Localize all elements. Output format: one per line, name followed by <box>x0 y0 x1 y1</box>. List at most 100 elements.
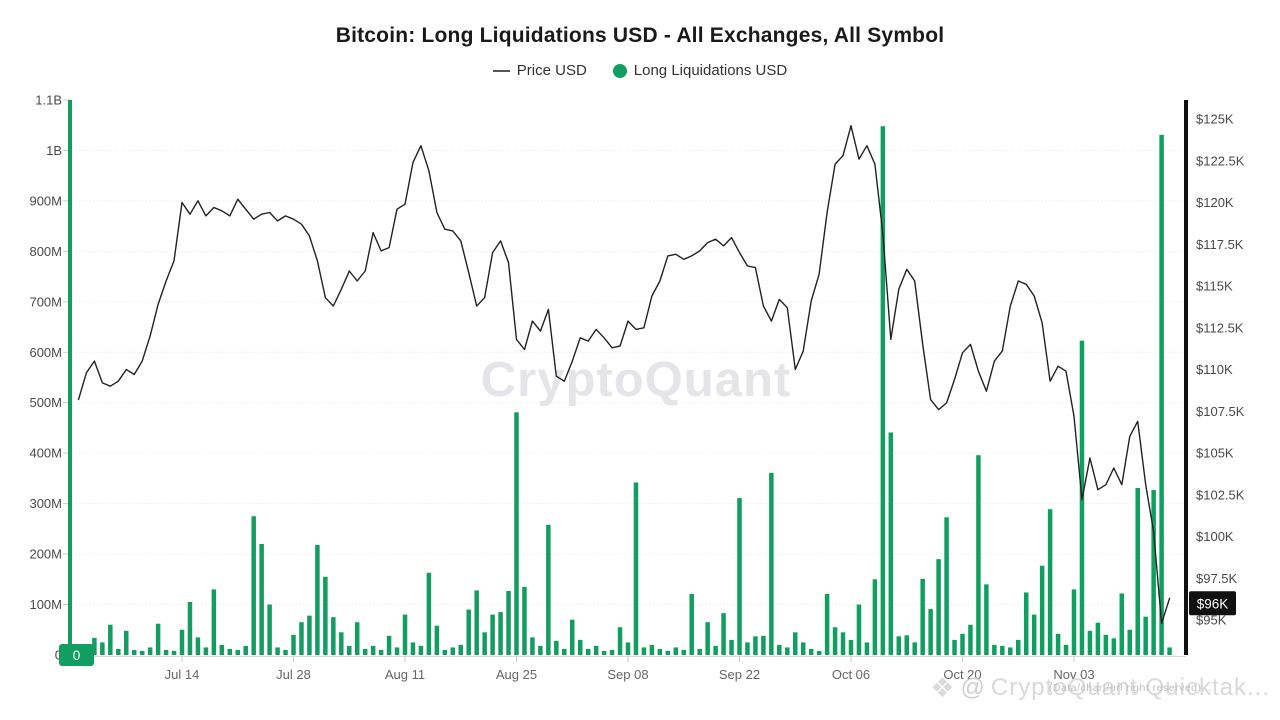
liquidation-bar[interactable] <box>769 472 774 655</box>
liquidation-bar[interactable] <box>362 648 368 655</box>
liquidation-bar[interactable] <box>1095 622 1101 655</box>
liquidation-bar[interactable] <box>832 627 838 655</box>
liquidation-bar[interactable] <box>514 412 519 655</box>
liquidation-bar[interactable] <box>386 635 392 655</box>
liquidation-bar[interactable] <box>1103 634 1109 655</box>
liquidation-bar[interactable] <box>673 647 679 655</box>
liquidation-bar[interactable] <box>275 647 280 655</box>
liquidation-bar[interactable] <box>92 637 97 655</box>
liquidation-bar[interactable] <box>880 126 886 655</box>
liquidation-bar[interactable] <box>562 648 567 655</box>
liquidation-bar[interactable] <box>721 613 726 655</box>
legend-item-price[interactable]: Price USD <box>492 62 587 79</box>
liquidation-bar[interactable] <box>1127 629 1133 655</box>
liquidation-bar[interactable] <box>816 650 822 655</box>
liquidation-bar[interactable] <box>243 645 248 655</box>
liquidation-bar[interactable] <box>458 644 464 655</box>
liquidation-bar[interactable] <box>554 640 559 655</box>
liquidation-bar[interactable] <box>936 559 941 655</box>
liquidation-bar[interactable] <box>466 609 471 655</box>
liquidation-bar[interactable] <box>203 647 209 655</box>
liquidation-bar[interactable] <box>1023 592 1029 655</box>
liquidation-bar[interactable] <box>1119 593 1125 655</box>
liquidation-bar[interactable] <box>737 498 742 655</box>
liquidation-bar[interactable] <box>888 432 894 655</box>
liquidation-bar[interactable] <box>1016 639 1021 655</box>
liquidation-bar[interactable] <box>1008 647 1013 655</box>
liquidation-bar[interactable] <box>108 624 113 655</box>
liquidation-bar[interactable] <box>179 629 185 655</box>
liquidation-bar[interactable] <box>482 632 487 655</box>
liquidation-bar[interactable] <box>331 617 336 655</box>
liquidation-bar[interactable] <box>378 649 384 655</box>
liquidation-bar[interactable] <box>546 524 551 655</box>
liquidation-bar[interactable] <box>506 590 511 655</box>
legend-item-liquidations[interactable]: Long Liquidations USD <box>612 62 787 79</box>
liquidation-bar[interactable] <box>124 630 129 655</box>
liquidation-bar[interactable] <box>585 648 591 655</box>
liquidation-bar[interactable] <box>617 627 623 655</box>
liquidation-bar[interactable] <box>1031 614 1037 655</box>
liquidation-bar[interactable] <box>649 644 655 655</box>
liquidation-bar[interactable] <box>1063 644 1069 655</box>
liquidation-bar[interactable] <box>315 545 320 655</box>
liquidation-bar[interactable] <box>928 609 933 655</box>
liquidation-bar[interactable] <box>697 648 702 655</box>
liquidation-bar[interactable] <box>1071 589 1077 655</box>
liquidation-bar[interactable] <box>593 645 599 655</box>
liquidation-bar[interactable] <box>442 649 448 655</box>
liquidation-bar[interactable] <box>641 647 647 655</box>
liquidation-bar[interactable] <box>498 612 503 655</box>
liquidation-bar[interactable] <box>1047 509 1053 655</box>
liquidation-bar[interactable] <box>291 634 296 655</box>
liquidation-bar[interactable] <box>609 649 615 655</box>
liquidation-bar[interactable] <box>665 650 671 655</box>
liquidation-bar[interactable] <box>952 639 957 655</box>
liquidation-bar[interactable] <box>570 619 575 655</box>
liquidation-bar[interactable] <box>920 578 925 655</box>
liquidation-bar[interactable] <box>800 642 806 655</box>
liquidation-bar[interactable] <box>1000 645 1005 655</box>
liquidation-bar[interactable] <box>354 622 360 655</box>
liquidation-bar[interactable] <box>577 639 583 655</box>
liquidation-bar[interactable] <box>251 516 256 655</box>
liquidation-bar[interactable] <box>1111 638 1117 655</box>
liquidation-bar[interactable] <box>307 615 312 655</box>
liquidation-bar[interactable] <box>116 648 121 655</box>
liquidation-bar[interactable] <box>323 576 328 655</box>
liquidation-bar[interactable] <box>187 602 193 655</box>
liquidation-bar[interactable] <box>155 623 161 655</box>
liquidation-bar[interactable] <box>745 642 750 655</box>
liquidation-bar[interactable] <box>522 586 527 655</box>
liquidation-bar[interactable] <box>872 579 878 655</box>
liquidation-bar[interactable] <box>856 604 862 655</box>
liquidation-bar[interactable] <box>777 644 782 655</box>
liquidation-bar[interactable] <box>370 645 376 655</box>
liquidation-bar[interactable] <box>681 649 687 655</box>
liquidation-bar[interactable] <box>729 639 734 655</box>
liquidation-bar[interactable] <box>912 642 917 655</box>
liquidation-bar[interactable] <box>227 648 233 655</box>
liquidation-bar[interactable] <box>793 632 798 655</box>
liquidation-bar[interactable] <box>1135 487 1140 655</box>
price-line[interactable] <box>77 124 1171 624</box>
liquidation-bar[interactable] <box>131 649 137 655</box>
liquidation-bar[interactable] <box>657 648 663 655</box>
liquidation-bar[interactable] <box>418 645 424 655</box>
liquidation-bar[interactable] <box>896 636 902 655</box>
liquidation-bar[interactable] <box>976 455 981 655</box>
liquidation-bar[interactable] <box>824 593 830 655</box>
liquidation-bar[interactable] <box>968 624 973 655</box>
liquidation-bar[interactable] <box>689 593 694 655</box>
liquidation-bar[interactable] <box>211 589 217 655</box>
liquidation-bar[interactable] <box>1159 134 1164 656</box>
liquidation-bar[interactable] <box>434 625 440 655</box>
liquidation-bar[interactable] <box>259 544 264 655</box>
liquidation-bar[interactable] <box>1087 630 1093 655</box>
liquidation-bar[interactable] <box>601 650 607 655</box>
liquidation-bar[interactable] <box>299 622 304 655</box>
liquidation-bar[interactable] <box>538 645 543 655</box>
liquidation-bar[interactable] <box>808 648 814 655</box>
liquidation-bar[interactable] <box>1055 633 1061 655</box>
